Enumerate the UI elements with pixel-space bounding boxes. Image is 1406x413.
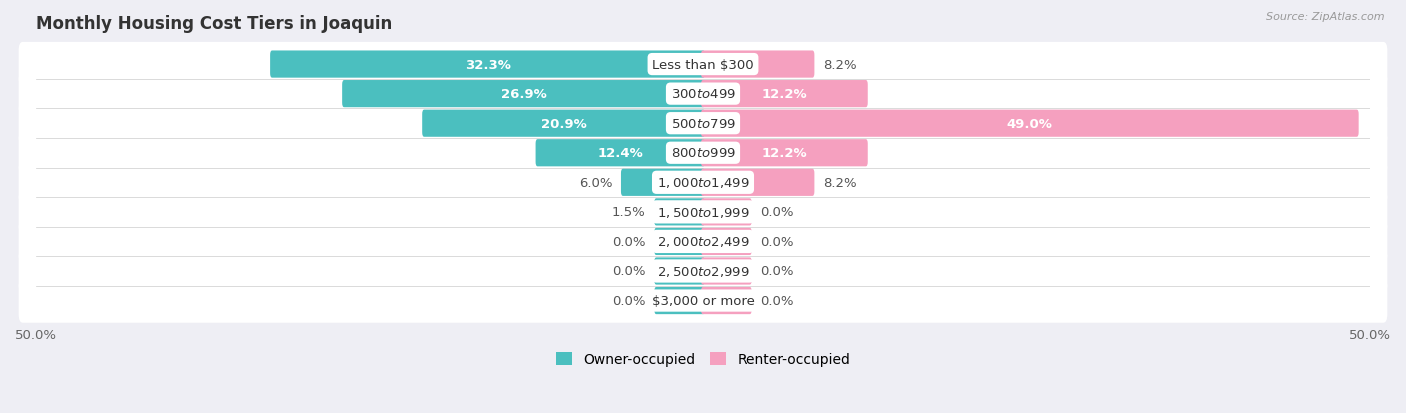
FancyBboxPatch shape <box>702 258 752 285</box>
Text: 0.0%: 0.0% <box>612 235 645 248</box>
Text: 6.0%: 6.0% <box>579 176 612 189</box>
FancyBboxPatch shape <box>18 220 1388 264</box>
Text: $2,000 to $2,499: $2,000 to $2,499 <box>657 235 749 249</box>
Text: 26.9%: 26.9% <box>501 88 547 101</box>
Legend: Owner-occupied, Renter-occupied: Owner-occupied, Renter-occupied <box>555 352 851 366</box>
Text: $800 to $999: $800 to $999 <box>671 147 735 160</box>
FancyBboxPatch shape <box>342 81 704 108</box>
FancyBboxPatch shape <box>702 81 868 108</box>
Text: 0.0%: 0.0% <box>612 294 645 307</box>
Text: 0.0%: 0.0% <box>612 265 645 278</box>
FancyBboxPatch shape <box>422 110 704 138</box>
Text: 32.3%: 32.3% <box>464 58 510 71</box>
FancyBboxPatch shape <box>18 72 1388 116</box>
FancyBboxPatch shape <box>18 161 1388 205</box>
Text: 0.0%: 0.0% <box>761 206 794 219</box>
FancyBboxPatch shape <box>702 140 868 167</box>
Text: 0.0%: 0.0% <box>761 235 794 248</box>
Text: $2,500 to $2,999: $2,500 to $2,999 <box>657 264 749 278</box>
FancyBboxPatch shape <box>654 287 704 314</box>
FancyBboxPatch shape <box>654 228 704 255</box>
Text: 12.2%: 12.2% <box>762 88 807 101</box>
Text: 8.2%: 8.2% <box>823 176 856 189</box>
FancyBboxPatch shape <box>702 199 752 226</box>
Text: $500 to $799: $500 to $799 <box>671 117 735 131</box>
FancyBboxPatch shape <box>18 249 1388 294</box>
FancyBboxPatch shape <box>654 199 704 226</box>
Text: $1,000 to $1,499: $1,000 to $1,499 <box>657 176 749 190</box>
Text: 49.0%: 49.0% <box>1007 117 1053 131</box>
FancyBboxPatch shape <box>270 51 704 78</box>
Text: Less than $300: Less than $300 <box>652 58 754 71</box>
Text: $1,500 to $1,999: $1,500 to $1,999 <box>657 205 749 219</box>
Text: Source: ZipAtlas.com: Source: ZipAtlas.com <box>1267 12 1385 22</box>
Text: 20.9%: 20.9% <box>541 117 586 131</box>
FancyBboxPatch shape <box>654 258 704 285</box>
Text: 12.2%: 12.2% <box>762 147 807 160</box>
FancyBboxPatch shape <box>18 102 1388 146</box>
FancyBboxPatch shape <box>702 110 1358 138</box>
FancyBboxPatch shape <box>702 287 752 314</box>
Text: 1.5%: 1.5% <box>612 206 645 219</box>
FancyBboxPatch shape <box>621 169 704 197</box>
Text: $300 to $499: $300 to $499 <box>671 88 735 101</box>
Text: 0.0%: 0.0% <box>761 294 794 307</box>
FancyBboxPatch shape <box>702 169 814 197</box>
FancyBboxPatch shape <box>702 228 752 255</box>
FancyBboxPatch shape <box>18 279 1388 323</box>
FancyBboxPatch shape <box>18 131 1388 176</box>
FancyBboxPatch shape <box>18 43 1388 87</box>
Text: 12.4%: 12.4% <box>598 147 643 160</box>
FancyBboxPatch shape <box>536 140 704 167</box>
FancyBboxPatch shape <box>18 190 1388 235</box>
Text: Monthly Housing Cost Tiers in Joaquin: Monthly Housing Cost Tiers in Joaquin <box>37 15 392 33</box>
Text: 0.0%: 0.0% <box>761 265 794 278</box>
Text: 8.2%: 8.2% <box>823 58 856 71</box>
FancyBboxPatch shape <box>702 51 814 78</box>
Text: $3,000 or more: $3,000 or more <box>651 294 755 307</box>
